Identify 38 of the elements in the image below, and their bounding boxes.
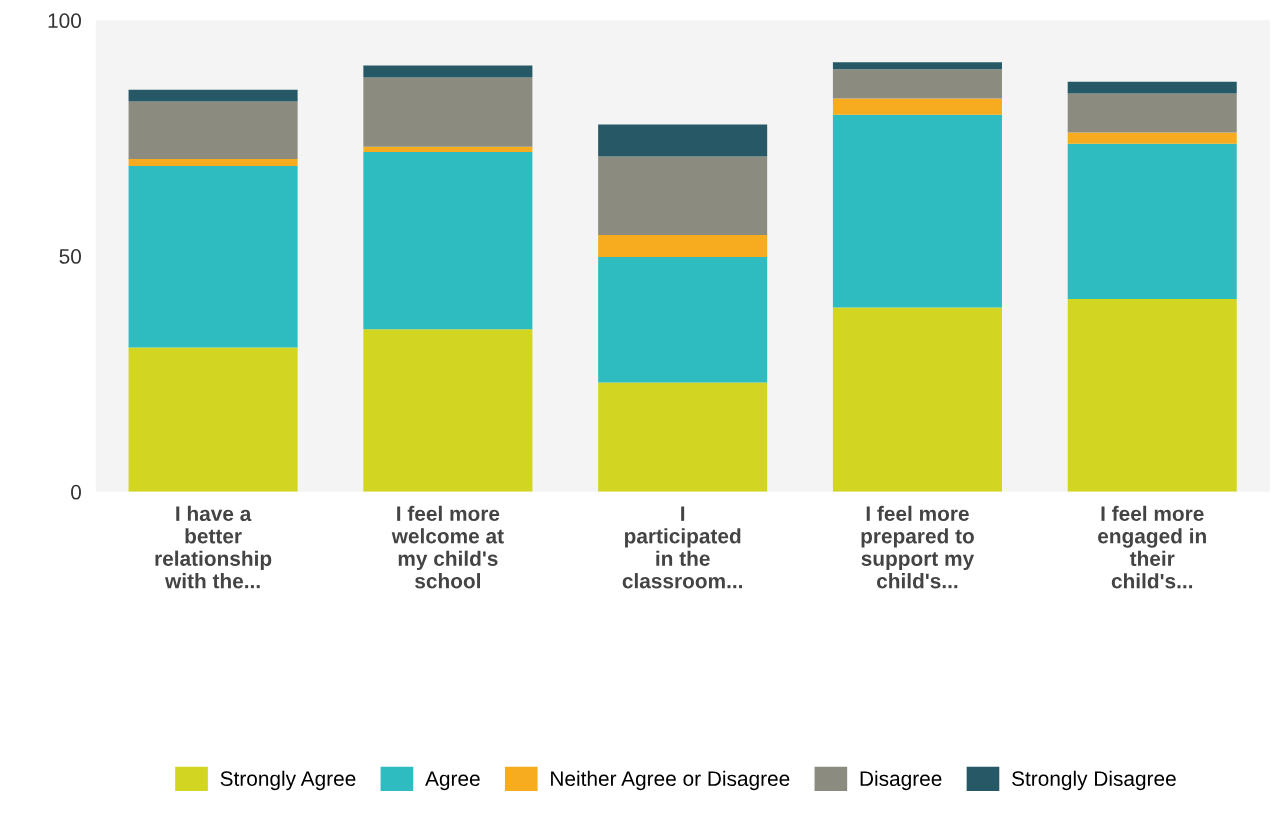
y-tick-label: 50: [59, 249, 81, 264]
bar: [128, 89, 298, 102]
bar: [363, 329, 533, 492]
bar: [598, 382, 768, 492]
bar: [128, 166, 298, 348]
bar: [128, 347, 298, 492]
bar: [1067, 93, 1237, 133]
legend-label: Strongly Disagree: [1012, 770, 1176, 791]
bar: [598, 234, 768, 258]
x-tick-label: I feel more engaged in their child's...: [1098, 505, 1206, 589]
legend-label: Disagree: [860, 770, 942, 791]
bar: [832, 307, 1002, 492]
legend-label: Agree: [425, 771, 480, 791]
bar: [363, 146, 533, 152]
bar: [363, 151, 533, 330]
bar: [832, 69, 1002, 99]
bar: [128, 158, 298, 167]
bar: [1067, 132, 1237, 144]
x-tick-label: I feel more prepared to support my child's...: [861, 505, 975, 589]
x-tick-label: I have a better relationship with the...: [155, 505, 272, 589]
bar: [363, 77, 533, 147]
bar: [128, 101, 298, 159]
legend-label: Neither Agree or Disagree: [551, 770, 790, 791]
bar: [832, 98, 1002, 115]
bar: [363, 65, 533, 78]
bar: [1067, 143, 1237, 300]
x-tick-label: I participated in the classroom...: [622, 506, 743, 589]
bar: [598, 257, 768, 383]
bar: [1067, 81, 1237, 94]
x-tick-label: I feel more welcome at my child's school: [391, 505, 504, 589]
bar: [832, 62, 1002, 70]
bar: [1067, 299, 1237, 492]
legend-label: Strongly Agree: [220, 770, 356, 791]
bar: [598, 156, 768, 235]
bar: [832, 114, 1002, 308]
y-tick-label: 0: [71, 484, 81, 500]
bar: [598, 124, 768, 157]
y-tick-label: 100: [48, 13, 81, 29]
